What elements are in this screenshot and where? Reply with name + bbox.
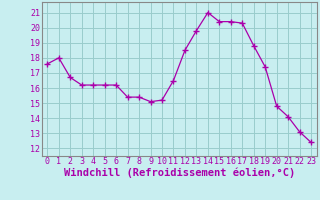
X-axis label: Windchill (Refroidissement éolien,°C): Windchill (Refroidissement éolien,°C) — [64, 168, 295, 178]
